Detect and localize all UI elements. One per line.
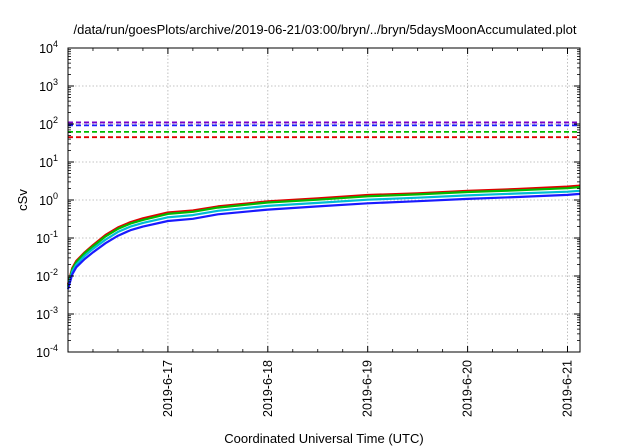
y-tick-label: 100 xyxy=(39,191,58,208)
y-axis-label: cSv xyxy=(15,189,30,211)
series-line xyxy=(66,192,581,290)
y-tick-labels: 10-4 10-3 10-2 10-1 100 101 102 103 104 xyxy=(36,39,58,360)
y-tick-label: 101 xyxy=(39,153,58,170)
y-tick-label: 10-2 xyxy=(36,267,58,284)
x-tick-labels: 2019-6-17 2019-6-18 2019-6-19 2019-6-20 2019… xyxy=(161,360,575,417)
y-tick-label: 10-1 xyxy=(36,229,58,246)
y-tick-label: 10-3 xyxy=(36,305,58,322)
x-tick-label: 2019-6-20 xyxy=(461,360,475,417)
series-lines xyxy=(66,184,581,290)
x-tick-label: 2019-6-17 xyxy=(161,360,175,417)
series-line xyxy=(66,184,581,285)
x-tick-label: 2019-6-19 xyxy=(361,360,375,417)
y-tick-label: 103 xyxy=(39,77,58,94)
x-tick-label: 2019-6-21 xyxy=(561,360,575,417)
x-axis-label: Coordinated Universal Time (UTC) xyxy=(224,431,423,446)
threshold-lines xyxy=(68,121,580,139)
series-line xyxy=(66,189,581,288)
y-tick-label: 10-4 xyxy=(36,343,58,360)
plot-frame xyxy=(67,47,581,353)
x-tick-label: 2019-6-18 xyxy=(261,360,275,417)
y-tick-label: 104 xyxy=(39,39,58,56)
axes xyxy=(67,47,581,353)
series-line xyxy=(66,185,581,287)
chart-title: /data/run/goesPlots/archive/2019-06-21/0… xyxy=(74,22,577,37)
y-tick-label: 102 xyxy=(39,115,58,132)
